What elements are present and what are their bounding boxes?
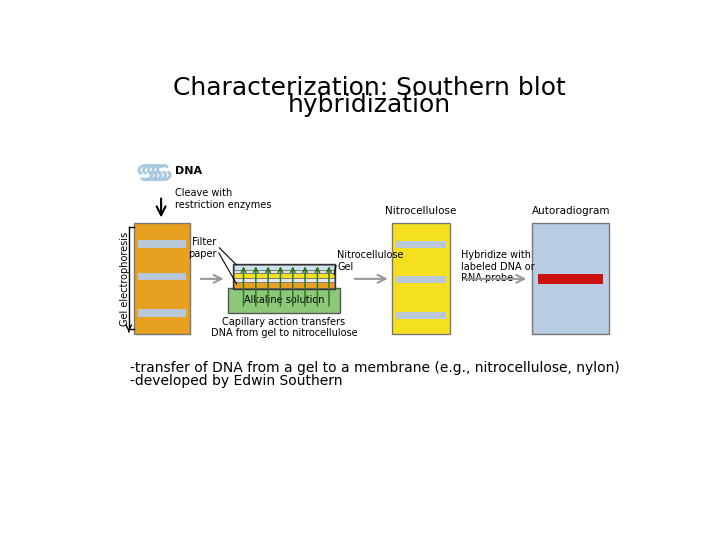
Text: Autoradiogram: Autoradiogram xyxy=(531,206,610,217)
Text: Capillary action transfers
DNA from gel to nitrocellulose: Capillary action transfers DNA from gel … xyxy=(211,316,357,338)
Text: Gel electrophoresis: Gel electrophoresis xyxy=(120,232,130,326)
Bar xyxy=(134,222,189,334)
Text: Filter
paper: Filter paper xyxy=(188,237,217,259)
Text: DNA: DNA xyxy=(175,166,202,176)
Bar xyxy=(138,240,186,248)
Text: hybridization: hybridization xyxy=(287,93,451,117)
Bar xyxy=(532,222,609,334)
Bar xyxy=(138,309,186,316)
Bar xyxy=(396,241,446,248)
Bar xyxy=(396,312,446,319)
Bar xyxy=(392,222,450,334)
Bar xyxy=(396,276,446,283)
Bar xyxy=(234,282,333,288)
Bar xyxy=(234,269,333,273)
Bar xyxy=(539,274,603,284)
Bar xyxy=(138,273,186,280)
Bar xyxy=(234,273,333,278)
Text: Hybridize with
labeled DNA or
RNA probe: Hybridize with labeled DNA or RNA probe xyxy=(462,250,535,283)
Text: Alkaline solution: Alkaline solution xyxy=(243,295,324,306)
Bar xyxy=(234,265,333,269)
Text: -developed by Edwin Southern: -developed by Edwin Southern xyxy=(130,374,343,388)
Text: Characterization: Southern blot: Characterization: Southern blot xyxy=(173,76,565,100)
Bar xyxy=(233,264,335,289)
Text: -transfer of DNA from a gel to a membrane (e.g., nitrocellulose, nylon): -transfer of DNA from a gel to a membran… xyxy=(130,361,620,375)
Text: Nitrocellulose
Gel: Nitrocellulose Gel xyxy=(338,251,404,272)
Text: Cleave with
restriction enzymes: Cleave with restriction enzymes xyxy=(175,188,271,210)
Bar xyxy=(234,278,333,282)
Bar xyxy=(228,288,340,313)
Text: Nitrocellulose: Nitrocellulose xyxy=(385,206,456,217)
